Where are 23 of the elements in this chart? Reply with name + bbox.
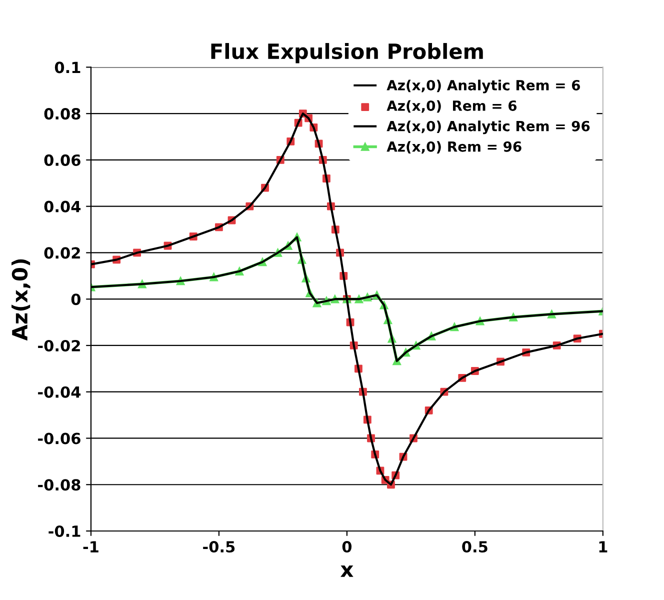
x-axis-title: x <box>340 566 354 577</box>
legend-label: Az(x,0) Rem = 6 <box>386 100 517 113</box>
legend-label: Az(x,0) Rem = 96 <box>386 141 522 154</box>
chart-title: Flux Expulsion Problem <box>211 43 483 64</box>
y-tick-label: 0.1 <box>54 62 80 74</box>
y-tick-label: -0.06 <box>38 432 80 444</box>
y-tick-label: 0.08 <box>44 108 80 120</box>
x-tick-label: 1 <box>599 541 608 552</box>
y-tick-label: 0 <box>71 294 81 306</box>
y-tick-label: -0.1 <box>48 525 80 538</box>
y-tick-label: -0.02 <box>38 340 80 352</box>
x-tick-label: -0.5 <box>203 540 235 553</box>
y-tick-label: 0.02 <box>44 247 80 259</box>
x-tick-label: -1 <box>83 541 98 552</box>
y-axis-title: Az(x,0) <box>12 259 30 341</box>
x-tick-label: 0 <box>342 540 352 553</box>
legend-label: Az(x,0) Analytic Rem = 96 <box>386 120 590 134</box>
y-tick-label: 0.04 <box>44 200 81 212</box>
y-tick-label: -0.08 <box>38 479 80 491</box>
y-tick-label: 0.06 <box>44 154 80 166</box>
x-tick-label: 0.5 <box>462 540 488 553</box>
y-tick-label: -0.04 <box>38 386 81 398</box>
legend-label: Az(x,0) Analytic Rem = 6 <box>386 80 580 94</box>
